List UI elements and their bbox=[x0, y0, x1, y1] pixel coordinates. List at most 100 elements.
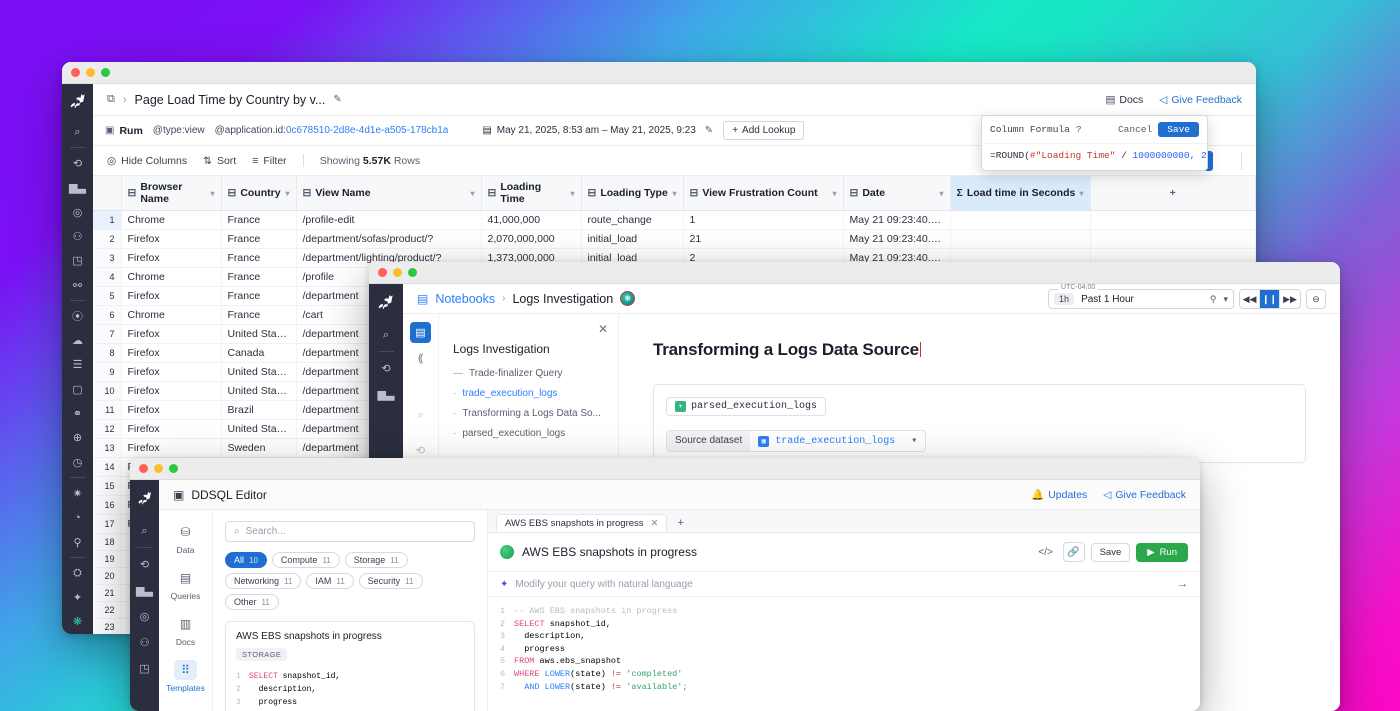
natural-language-input[interactable]: ✦ Modify your query with natural languag… bbox=[488, 571, 1200, 597]
table-row[interactable]: 2 Firefox France/department/sofas/product/… bbox=[93, 229, 1256, 249]
minimize-button[interactable] bbox=[154, 464, 163, 473]
run-button[interactable]: ▶ Run bbox=[1136, 542, 1188, 562]
infra-icon[interactable]: ▢ bbox=[72, 383, 83, 396]
sort-button[interactable]: ⇅ Sort bbox=[203, 155, 236, 167]
templates-panel[interactable]: ⌕ Search... All 10 Compute 11 Storage 11 Ne… bbox=[213, 510, 488, 711]
search-input[interactable]: ⌕ Search... bbox=[225, 521, 475, 542]
history-icon[interactable]: ⟲ bbox=[381, 362, 391, 375]
chevron-down-icon[interactable]: ▾ bbox=[285, 188, 290, 198]
code-icon[interactable]: </> bbox=[1038, 546, 1053, 558]
cell-heading[interactable]: Transforming a Logs Data Source bbox=[653, 340, 922, 360]
notebook-cell[interactable]: ▾ parsed_execution_logs Source dataset ▦… bbox=[653, 384, 1306, 463]
column-header-load-time-in-seconds[interactable]: Σ Load time in Seconds ▾ bbox=[950, 176, 1091, 211]
logs-icon[interactable]: ☰ bbox=[72, 359, 83, 372]
datadog-sidebar[interactable]: ⌕ ⟲ ▆▃ ◎ ⚇ ◳ bbox=[130, 480, 159, 711]
query-editor-main[interactable]: AWS EBS snapshots in progress ✕ + AWS EB… bbox=[488, 510, 1200, 711]
chip-storage[interactable]: Storage 11 bbox=[344, 552, 408, 568]
sql-editor[interactable]: 1 -- AWS EBS snapshots in progress 2 SELEC… bbox=[488, 597, 1200, 701]
chevron-down-icon[interactable]: ▾ bbox=[911, 436, 918, 447]
column-header-loading-time[interactable]: ⊟ Loading Time ▾ bbox=[481, 176, 582, 211]
minimize-button[interactable] bbox=[393, 268, 402, 277]
chip-all[interactable]: All 10 bbox=[225, 552, 267, 568]
link-icon[interactable]: 🔗 bbox=[1062, 542, 1085, 562]
toc-toggle-icon[interactable]: ▤ bbox=[410, 322, 431, 343]
binoculars-icon[interactable]: ⚇ bbox=[139, 636, 150, 649]
dashboards-icon[interactable]: ▆▃ bbox=[136, 584, 153, 597]
column-header-view-name[interactable]: ⊟ View Name ▾ bbox=[296, 176, 482, 211]
search-icon[interactable]: ⌕ bbox=[382, 328, 390, 341]
rewind-icon[interactable]: ◀◀ bbox=[1240, 290, 1260, 308]
zoom-out-icon[interactable]: ⊖ bbox=[1306, 289, 1326, 309]
nav-item-data[interactable]: ⛁ Data bbox=[174, 522, 197, 555]
cube-icon[interactable]: ◳ bbox=[139, 662, 150, 675]
service-map-icon[interactable]: ⚯ bbox=[72, 279, 83, 292]
hide-columns-button[interactable]: ◎ Hide Columns bbox=[107, 155, 187, 167]
nav-item-queries[interactable]: ▤ Queries bbox=[171, 568, 201, 601]
close-button[interactable] bbox=[378, 268, 387, 277]
cancel-button[interactable]: Cancel bbox=[1117, 124, 1153, 135]
apm-icon[interactable]: ⦿ bbox=[72, 311, 83, 324]
time-range-box[interactable]: UTC-04:00 1h Past 1 Hour ⚲ ▾ bbox=[1048, 284, 1234, 309]
tab-aws-ebs-snapshots-in-progress[interactable]: AWS EBS snapshots in progress ✕ bbox=[496, 514, 668, 532]
minimize-button[interactable] bbox=[86, 68, 95, 77]
chevron-down-icon[interactable]: ▾ bbox=[672, 188, 677, 198]
history-icon[interactable]: ⟲ bbox=[72, 158, 83, 171]
security-icon[interactable]: ⊕ bbox=[72, 432, 83, 445]
agent-icon[interactable]: ❋ bbox=[72, 616, 83, 629]
filter-button[interactable]: ≡ Filter bbox=[252, 155, 286, 167]
window-titlebar[interactable] bbox=[369, 262, 1340, 284]
edit-icon[interactable]: ✎ bbox=[333, 94, 342, 105]
column-header-view-frustration-count[interactable]: ⊟ View Frustration Count ▾ bbox=[683, 176, 844, 211]
edit-icon[interactable]: ✎ bbox=[704, 125, 714, 136]
search-icon[interactable]: ⌕ bbox=[74, 125, 81, 138]
help-icon[interactable]: ? bbox=[1075, 124, 1082, 135]
nav-item-docs[interactable]: ▥ Docs bbox=[174, 614, 197, 647]
sparkle-icon[interactable]: ✦ bbox=[72, 592, 83, 605]
watchdog-icon[interactable]: ◎ bbox=[139, 610, 150, 623]
output-dataset-chip[interactable]: ▾ parsed_execution_logs bbox=[666, 397, 827, 416]
add-lookup-button[interactable]: + Add Lookup bbox=[723, 121, 805, 140]
column-header-browser-name[interactable]: ⊟ Browser Name ▾ bbox=[121, 176, 222, 211]
chevron-down-icon[interactable]: ▾ bbox=[939, 188, 944, 198]
copy-icon[interactable]: ⧉ bbox=[107, 93, 115, 105]
data-source-chip[interactable]: ▣ Rum bbox=[105, 125, 143, 137]
column-header-country[interactable]: ⊟ Country ▾ bbox=[221, 176, 297, 211]
watchdog-icon[interactable]: ◎ bbox=[72, 206, 83, 219]
dashboards-icon[interactable]: ▆▃ bbox=[377, 388, 395, 401]
updates-link[interactable]: 🔔 Updates bbox=[1031, 488, 1087, 502]
give-feedback-link[interactable]: ◁ Give Feedback bbox=[1159, 94, 1242, 106]
ci-icon[interactable]: ⛭ bbox=[73, 566, 82, 579]
ddsql-editor-window[interactable]: ⌕ ⟲ ▆▃ ◎ ⚇ ◳ ▣ DDSQL Editor 🔔 Updates ◁ bbox=[130, 458, 1200, 711]
new-tab-button[interactable]: + bbox=[677, 517, 684, 529]
pin-icon[interactable]: ⚲ bbox=[1209, 293, 1217, 304]
chip-other[interactable]: Other 11 bbox=[225, 594, 279, 610]
save-button[interactable]: Save bbox=[1090, 542, 1131, 562]
docs-link[interactable]: ▤ Docs bbox=[1105, 94, 1143, 106]
formula-input[interactable]: =ROUND(#"Loading Time" / 1000000000, 2) bbox=[982, 143, 1212, 170]
cube-icon[interactable]: ◳ bbox=[72, 255, 83, 268]
source-dataset-selector[interactable]: Source dataset ▦ trade_execution_logs ▾ bbox=[666, 430, 927, 452]
toc-item-transforming-a-logs-data-source[interactable]: · Transforming a Logs Data So... bbox=[453, 408, 604, 419]
query-bar[interactable]: ▣ Rum @type:view @application.id:0c67851… bbox=[93, 116, 1256, 146]
window-titlebar[interactable] bbox=[130, 458, 1200, 480]
column-header-loading-type[interactable]: ⊟ Loading Type ▾ bbox=[581, 176, 684, 211]
forward-icon[interactable]: ▶▶ bbox=[1283, 293, 1297, 304]
timer-icon[interactable]: ◷ bbox=[72, 456, 83, 469]
table-row[interactable]: 1 Chrome France/profile-edit 41,000,000 rout… bbox=[93, 210, 1256, 230]
binoculars-icon[interactable]: ⚇ bbox=[72, 230, 83, 243]
avatar[interactable] bbox=[500, 545, 514, 559]
collapse-icon[interactable]: ⟪ bbox=[417, 353, 424, 365]
column-formula-popup[interactable]: Column Formula ? Cancel Save =ROUND(#"Lo… bbox=[981, 115, 1212, 171]
breadcrumb-root[interactable]: Notebooks bbox=[435, 291, 496, 306]
nav-item-templates[interactable]: ⠿ Templates bbox=[166, 660, 205, 693]
chip-security[interactable]: Security 11 bbox=[358, 573, 423, 589]
chevron-down-icon[interactable]: ▾ bbox=[1223, 293, 1228, 304]
close-icon[interactable]: ✕ bbox=[650, 518, 659, 529]
cloud-icon[interactable]: ☁ bbox=[72, 335, 83, 348]
chevron-down-icon[interactable]: ▾ bbox=[570, 188, 575, 198]
search-icon[interactable]: ⌕ bbox=[417, 408, 424, 421]
save-button[interactable]: Save bbox=[1158, 122, 1199, 137]
link-icon[interactable]: ⚭ bbox=[72, 408, 83, 421]
toc-item-parsed-execution-logs[interactable]: · parsed_execution_logs bbox=[453, 428, 604, 439]
